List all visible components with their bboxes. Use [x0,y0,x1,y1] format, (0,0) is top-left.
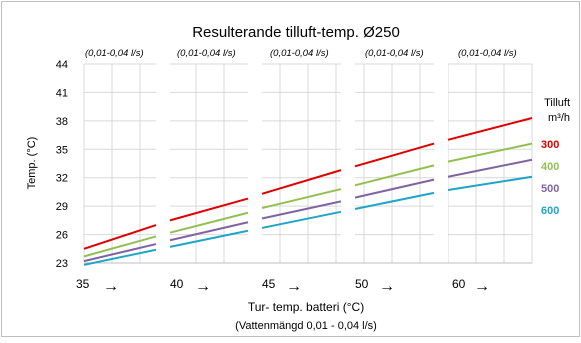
series-400-segment-3 [261,188,342,210]
series-500-segment-5 [447,158,533,178]
series-600-segment-3 [261,210,342,229]
legend-title-line1: Tilluft [544,97,570,109]
x-tick-arrow: → [103,278,119,295]
chart-border [1,1,580,337]
y-axis-label: Temp. (°C) [26,137,38,190]
flow-label: (0,01-0,04 l/s) [85,48,144,59]
series-400-segment-5 [447,142,533,163]
x-tick-label: 40 [170,277,184,291]
x-tick-label: 35 [76,277,90,291]
series-400-segment-2 [169,211,249,234]
x-tick-label: 50 [355,277,369,291]
legend-item-600: 600 [541,205,559,217]
panel-gap [156,62,170,265]
series-600-segment-1 [83,248,157,266]
x-tick-arrow: → [286,278,302,295]
series-500-segment-4 [354,178,435,199]
y-tick-label: 38 [56,116,68,128]
chart-title: Resulterande tilluft-temp. Ø250 [192,24,400,41]
series-300-segment-1 [83,224,157,250]
series-600-segment-4 [354,191,435,210]
series-500-segment-1 [83,243,157,263]
legend: Tilluft m³/h 300 400 500 600 [541,97,570,217]
panel-gap [341,62,355,265]
y-tick-label: 26 [56,230,68,242]
series-300-segment-3 [261,169,342,195]
x-tick-arrow: → [379,278,395,295]
panel-gap [248,62,262,265]
series-300-segment-2 [169,197,249,222]
flow-labels: (0,01-0,04 l/s) (0,01-0,04 l/s) (0,01-0,04… [85,48,517,59]
x-axis-label-line2: (Vattenmängd 0,01 - 0,04 l/s) [235,320,377,332]
y-tick-label: 41 [56,87,68,99]
x-tick-label: 60 [452,277,466,291]
y-tick-label: 32 [56,173,68,185]
series-600-segment-2 [169,229,249,248]
series-500-segment-2 [169,221,249,242]
legend-item-300: 300 [541,139,559,151]
flow-label: (0,01-0,04 l/s) [270,48,329,59]
legend-title-line2: m³/h [548,112,570,124]
y-tick-label: 35 [56,144,68,156]
series-400-segment-1 [83,235,157,258]
y-tick-labels: 23 26 29 32 35 38 41 44 [56,59,68,270]
x-tick-arrow: → [474,278,490,295]
flow-label: (0,01-0,04 l/s) [177,48,236,59]
flow-label: (0,01-0,04 l/s) [365,48,424,59]
x-tick-label: 45 [262,277,276,291]
series-layer [83,117,533,266]
x-tick-labels: 35 → 40 → 45 → 50 → 60 → [76,277,490,295]
y-tick-label: 29 [56,201,68,213]
flow-label: (0,01-0,04 l/s) [458,48,517,59]
series-300-segment-4 [354,142,435,168]
x-tick-arrow: → [195,278,211,295]
series-400-segment-4 [354,164,435,187]
legend-item-400: 400 [541,161,559,173]
y-tick-label: 44 [56,59,68,71]
x-axis-label-line1: Tur- temp. batteri (°C) [248,300,364,314]
y-tick-label: 23 [56,258,68,270]
series-300-segment-5 [447,117,533,141]
panel-gap [434,62,448,265]
panel-layer [84,62,532,265]
series-600-segment-5 [447,175,533,192]
series-500-segment-3 [261,200,342,220]
legend-item-500: 500 [541,183,559,195]
